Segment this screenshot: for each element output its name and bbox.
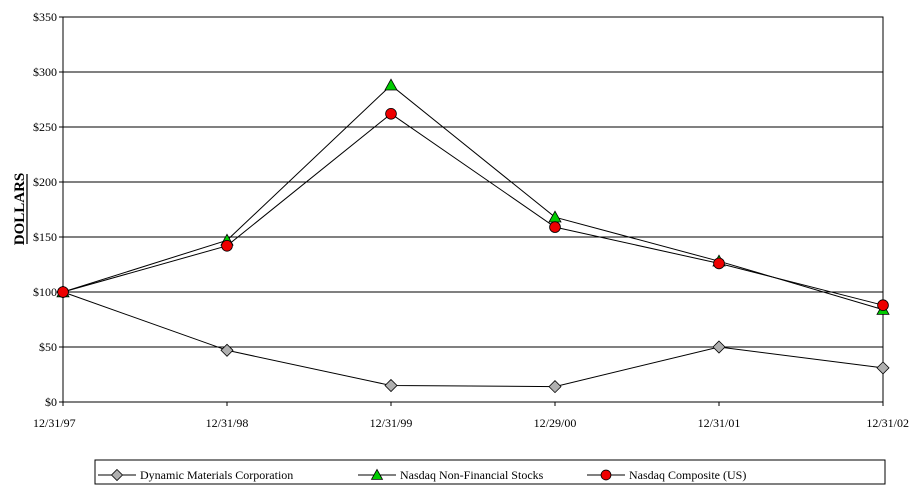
x-tick-label: 12/29/00 [534, 416, 577, 430]
series-lines [56, 78, 890, 394]
data-point [712, 340, 726, 354]
data-point [548, 210, 562, 223]
legend-item: Nasdaq Composite (US) [587, 468, 746, 482]
series-line [62, 113, 884, 306]
y-tick-label: $300 [33, 65, 57, 79]
series-triangle [56, 78, 890, 315]
y-axis-ticks: $0 $50 $100 $150 $200 $250 $300 $350 [33, 10, 63, 409]
data-point [385, 108, 397, 120]
x-axis-ticks: 12/31/97 12/31/98 12/31/99 12/29/00 12/31/01… [33, 402, 909, 430]
y-axis-label: DOLLARS [12, 173, 28, 246]
legend-label: Nasdaq Composite (US) [629, 468, 746, 482]
series-line [62, 84, 884, 311]
plot-area [62, 16, 884, 403]
y-tick-label: $150 [33, 230, 57, 244]
legend-marker [110, 468, 124, 482]
x-tick-label: 12/31/98 [206, 416, 249, 430]
data-point [221, 240, 233, 252]
legend: Dynamic Materials Corporation Nasdaq Non-… [94, 459, 886, 485]
y-tick-label: $100 [33, 285, 57, 299]
y-tick-label: $50 [39, 340, 57, 354]
legend-box [94, 459, 886, 485]
x-tick-label: 12/31/99 [370, 416, 413, 430]
x-tick-label: 12/31/01 [698, 416, 741, 430]
x-tick-label: 12/31/02 [866, 416, 909, 430]
legend-label: Dynamic Materials Corporation [140, 468, 293, 482]
y-tick-label: $0 [45, 395, 57, 409]
series-circle [57, 108, 889, 312]
y-tick-label: $350 [33, 10, 57, 24]
data-point [549, 221, 561, 233]
data-point [877, 299, 889, 312]
y-tick-label: $250 [33, 120, 57, 134]
data-point [713, 257, 725, 270]
legend-marker [600, 469, 612, 481]
grid-lines [63, 71, 883, 348]
series-line [62, 291, 884, 388]
data-point [57, 286, 69, 298]
data-point [548, 380, 562, 394]
legend-label: Nasdaq Non-Financial Stocks [400, 468, 544, 482]
series-diamond [56, 285, 890, 394]
legend-item: Dynamic Materials Corporation [98, 468, 293, 482]
legend-marker [370, 468, 384, 480]
data-point [384, 78, 398, 91]
data-point [220, 343, 234, 357]
data-point [876, 361, 890, 375]
legend-item: Nasdaq Non-Financial Stocks [358, 468, 544, 482]
y-tick-label: $200 [33, 175, 57, 189]
data-point [384, 378, 398, 393]
x-tick-label: 12/31/97 [33, 416, 76, 430]
